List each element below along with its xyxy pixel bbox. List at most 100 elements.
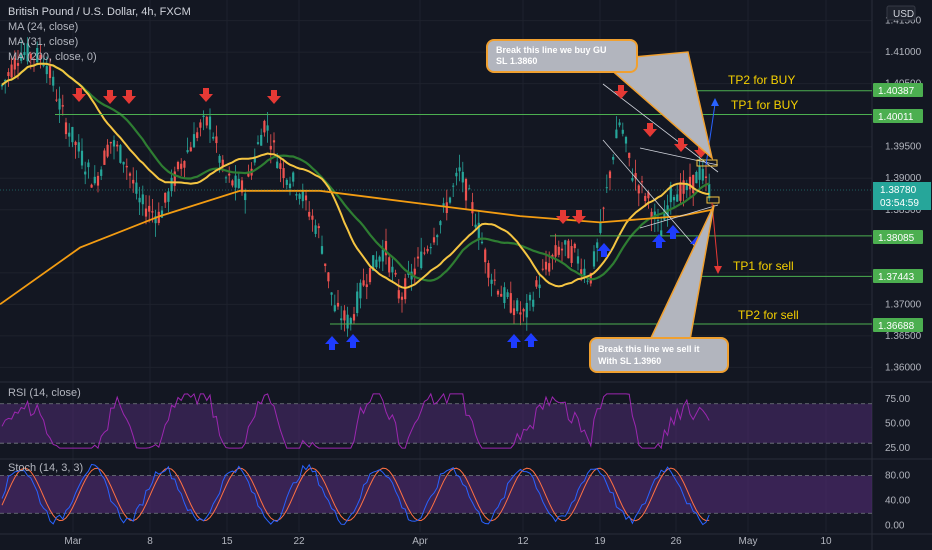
- candle-body: [608, 171, 612, 179]
- stoch-band: [0, 475, 872, 514]
- candle-body: [212, 136, 215, 139]
- x-tick-label: 19: [594, 536, 606, 547]
- y-tick-label: 1.41500: [885, 16, 922, 27]
- candle-body: [400, 296, 404, 300]
- candle-body: [39, 55, 42, 60]
- candle-body: [516, 300, 519, 312]
- candle-body: [189, 147, 192, 152]
- y-tick-label: 1.39000: [885, 173, 922, 184]
- candle-body: [381, 249, 384, 262]
- candle-body: [375, 259, 378, 268]
- price-tag-label: 1.36688: [878, 321, 915, 332]
- candle-body: [541, 268, 544, 270]
- candle-body: [304, 195, 308, 201]
- arrow-down-icon: [72, 88, 86, 102]
- candle-body: [138, 197, 141, 203]
- callout-pointer-buy: [598, 51, 714, 161]
- x-tick-label: 10: [820, 536, 832, 547]
- rsi-line: [1, 392, 710, 450]
- candle-body: [346, 314, 349, 329]
- price-tag-label: 1.40011: [878, 112, 914, 123]
- candle-body: [359, 282, 362, 299]
- indicator-legend-label: MA (200, close, 0): [8, 51, 97, 63]
- arrow-up-icon: [652, 234, 666, 248]
- callout-sell-line2: With SL 1.3960: [598, 356, 661, 366]
- price-tag-label: 1.37443: [878, 272, 915, 283]
- candle-body: [356, 291, 359, 314]
- candle-body: [7, 72, 10, 77]
- candle-body: [218, 155, 221, 163]
- level-label: TP1 for sell: [733, 259, 794, 273]
- candle-body: [96, 175, 100, 186]
- currency-badge[interactable]: [886, 5, 916, 21]
- candle-body: [298, 194, 301, 199]
- candle-body: [324, 263, 327, 266]
- arrow-down-icon: [694, 144, 708, 158]
- candle-body: [0, 84, 4, 87]
- candle-body: [368, 267, 372, 283]
- price-tag: [873, 269, 923, 283]
- current-price-tag: [873, 182, 931, 210]
- candle-body: [260, 134, 263, 146]
- candle-body: [183, 161, 186, 168]
- candle-body: [144, 208, 148, 217]
- stoch-d-line: [1, 467, 710, 522]
- candle-body: [13, 58, 16, 70]
- candle-body: [480, 241, 484, 244]
- candle-body: [503, 287, 506, 304]
- candle-body: [704, 176, 708, 178]
- candle-body: [224, 177, 228, 179]
- candle-body: [423, 252, 426, 254]
- candle-body: [112, 140, 116, 147]
- candle-body: [570, 246, 573, 263]
- candle-body: [48, 64, 52, 79]
- candle-body: [352, 314, 356, 321]
- candle-body: [173, 171, 176, 186]
- candle-body: [634, 173, 637, 179]
- candle-body: [592, 251, 596, 267]
- rsi-band: [0, 403, 872, 444]
- indicator-legend-label: MA (24, close): [8, 21, 78, 33]
- candle-body: [343, 310, 346, 321]
- arrow-up-icon: [597, 243, 611, 257]
- candle-body: [432, 237, 436, 243]
- rsi-tick-label: 75.00: [885, 394, 910, 405]
- candle-body: [164, 192, 167, 203]
- candle-body: [61, 105, 64, 107]
- candle-body: [544, 261, 548, 270]
- candle-body: [42, 64, 45, 67]
- arrow-up-icon: [346, 334, 360, 348]
- ma31-line: [1, 62, 710, 282]
- stoch-label: Stoch (14, 3, 3): [8, 462, 83, 474]
- candle-body: [266, 125, 269, 131]
- level-label: TP2 for sell: [738, 308, 799, 322]
- candle-body: [128, 173, 132, 176]
- candle-body: [32, 58, 36, 60]
- candle-body: [263, 120, 266, 133]
- candle-body: [583, 268, 586, 276]
- candle-body: [669, 185, 672, 203]
- price-tag-label: 1.40387: [878, 86, 915, 97]
- candle-body: [512, 308, 516, 316]
- candle-body: [701, 168, 704, 181]
- candle-body: [132, 179, 135, 184]
- candle-body: [80, 150, 84, 166]
- candle-body: [442, 203, 445, 206]
- candle-body: [122, 161, 125, 165]
- x-tick-label: 8: [147, 536, 153, 547]
- candle-body: [493, 279, 496, 281]
- price-tag: [873, 83, 923, 97]
- candle-body: [496, 290, 500, 295]
- candle-body: [461, 171, 464, 183]
- candle-body: [202, 115, 205, 117]
- stoch-tick-label: 80.00: [885, 471, 910, 482]
- candle-body: [68, 132, 71, 137]
- candle-body: [599, 221, 602, 233]
- indicator-legend-label: MA (31, close): [8, 36, 78, 48]
- candle-body: [471, 202, 474, 214]
- candle-body: [682, 180, 685, 194]
- candle-body: [525, 302, 528, 318]
- rsi-tick-label: 25.00: [885, 443, 910, 454]
- candle-body: [365, 284, 368, 288]
